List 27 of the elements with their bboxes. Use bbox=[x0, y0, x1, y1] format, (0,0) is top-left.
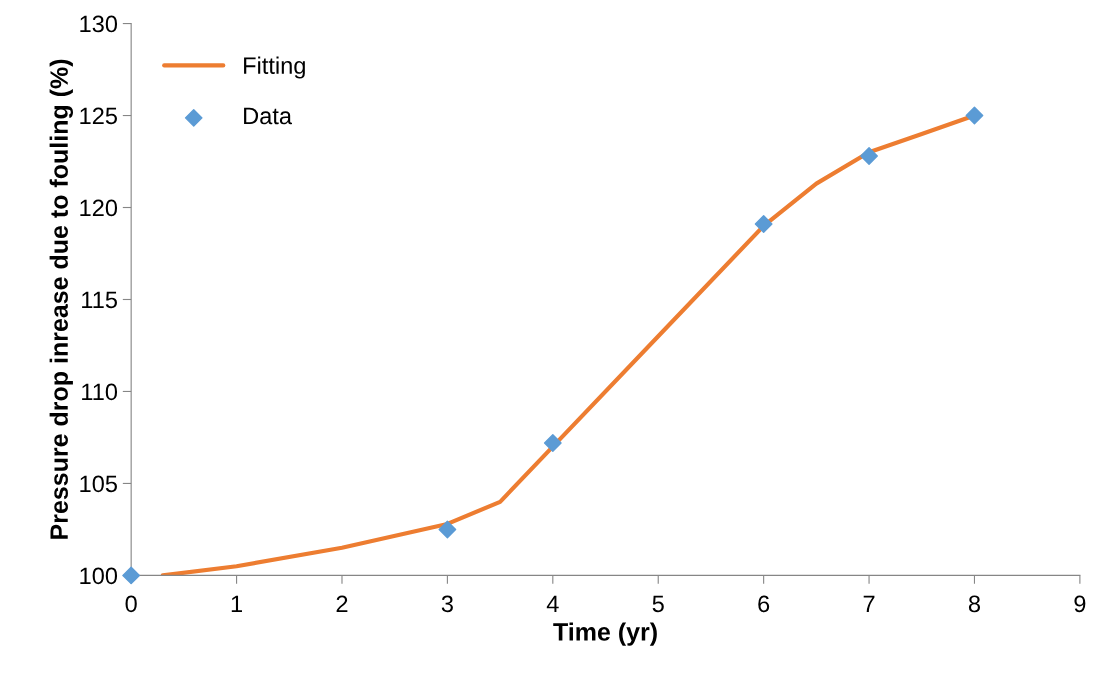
legend-label: Fitting bbox=[244, 56, 305, 79]
x-tick-label: 3 bbox=[441, 595, 453, 613]
y-tick-label: 100 bbox=[80, 567, 118, 585]
point bbox=[543, 434, 562, 452]
y-tick-label: 125 bbox=[80, 107, 117, 125]
point bbox=[860, 147, 878, 165]
x-tick-label: 4 bbox=[546, 595, 559, 612]
x-tick-label: 8 bbox=[968, 595, 981, 613]
point bbox=[438, 520, 457, 539]
y-axis-title: Pressure drop inrease due to fouling (%) bbox=[49, 59, 74, 539]
y-tick-label: 120 bbox=[80, 199, 118, 217]
y-tick-label: 110 bbox=[82, 383, 118, 401]
y-tick-label: 115 bbox=[82, 291, 117, 309]
x-tick-label: 2 bbox=[336, 595, 348, 612]
x-tick-label: 7 bbox=[863, 595, 875, 612]
x-tick-label: 1 bbox=[231, 595, 242, 612]
y-tick-label: 130 bbox=[80, 15, 118, 33]
point bbox=[122, 566, 141, 585]
point bbox=[754, 215, 773, 233]
point bbox=[965, 106, 984, 125]
x-tick-label: 9 bbox=[1074, 595, 1086, 613]
x-axis-title: Time (yr) bbox=[553, 622, 657, 646]
x-tick-label: 6 bbox=[758, 595, 770, 613]
legend-label: Data bbox=[244, 107, 292, 125]
x-tick-label: 0 bbox=[125, 595, 137, 613]
y-tick-label: 105 bbox=[80, 475, 117, 493]
x-tick-label: 5 bbox=[652, 595, 664, 613]
